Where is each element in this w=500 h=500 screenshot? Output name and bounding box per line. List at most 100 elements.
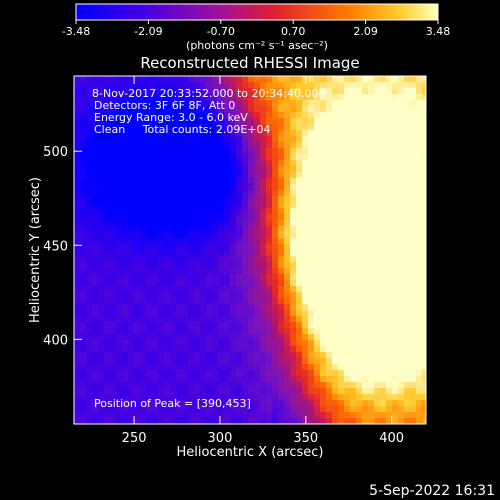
heatmap-cell bbox=[338, 154, 345, 161]
heatmap-cell bbox=[236, 118, 243, 125]
heatmap-cell bbox=[176, 190, 183, 197]
heatmap-cell bbox=[92, 220, 99, 227]
heatmap-cell bbox=[122, 286, 129, 293]
heatmap-cell bbox=[326, 166, 333, 173]
heatmap-cell bbox=[260, 124, 267, 131]
heatmap-cell bbox=[152, 382, 159, 389]
heatmap-cell bbox=[92, 334, 99, 341]
heatmap-cell bbox=[98, 100, 105, 107]
heatmap-cell bbox=[140, 346, 147, 353]
heatmap-cell bbox=[146, 358, 153, 365]
heatmap-cell bbox=[386, 412, 393, 419]
heatmap-cell bbox=[386, 418, 393, 424]
heatmap-cell bbox=[242, 130, 249, 137]
heatmap-cell bbox=[74, 298, 81, 305]
heatmap-cell bbox=[320, 196, 327, 203]
heatmap-cell bbox=[98, 184, 105, 191]
heatmap-cell bbox=[266, 160, 273, 167]
heatmap-cell bbox=[200, 364, 207, 371]
heatmap-cell bbox=[254, 250, 261, 257]
heatmap-cell bbox=[260, 94, 267, 101]
heatmap-cell bbox=[146, 310, 153, 317]
heatmap-cell bbox=[356, 154, 363, 161]
heatmap-cell bbox=[182, 88, 189, 95]
heatmap-cell bbox=[416, 352, 423, 359]
heatmap-cell bbox=[326, 412, 333, 419]
heatmap-cell bbox=[218, 166, 225, 173]
heatmap-cell bbox=[338, 280, 345, 287]
heatmap-cell bbox=[236, 214, 243, 221]
heatmap-cell bbox=[368, 232, 375, 239]
heatmap-cell bbox=[422, 334, 426, 341]
heatmap-cell bbox=[110, 118, 117, 125]
heatmap-cell bbox=[302, 322, 309, 329]
heatmap-cell bbox=[368, 214, 375, 221]
heatmap-cell bbox=[356, 106, 363, 113]
heatmap-cell bbox=[122, 172, 129, 179]
heatmap-cell bbox=[134, 130, 141, 137]
heatmap-cell bbox=[110, 250, 117, 257]
heatmap-cell bbox=[410, 412, 417, 419]
heatmap-cell bbox=[362, 154, 369, 161]
heatmap-cell bbox=[110, 316, 117, 323]
heatmap-cell bbox=[152, 172, 159, 179]
heatmap-cell bbox=[320, 226, 327, 233]
heatmap-cell bbox=[104, 226, 111, 233]
heatmap-cell bbox=[200, 388, 207, 395]
heatmap-cell bbox=[86, 112, 93, 119]
heatmap-cell bbox=[164, 388, 171, 395]
heatmap-cell bbox=[158, 298, 165, 305]
heatmap-cell bbox=[416, 268, 423, 275]
heatmap-cell bbox=[344, 370, 351, 377]
heatmap-cell bbox=[134, 274, 141, 281]
heatmap-cell bbox=[398, 370, 405, 377]
heatmap-cell bbox=[242, 136, 249, 143]
heatmap-cell bbox=[290, 394, 297, 401]
heatmap-cell bbox=[296, 418, 303, 424]
heatmap-cell bbox=[398, 388, 405, 395]
heatmap-cell bbox=[422, 292, 426, 299]
heatmap-cell bbox=[284, 346, 291, 353]
heatmap-cell bbox=[410, 124, 417, 131]
heatmap-cell bbox=[110, 268, 117, 275]
heatmap-cell bbox=[278, 106, 285, 113]
heatmap-cell bbox=[290, 238, 297, 245]
heatmap-cell bbox=[248, 412, 255, 419]
heatmap-cell bbox=[230, 136, 237, 143]
heatmap-cell bbox=[290, 130, 297, 137]
heatmap-cell bbox=[98, 226, 105, 233]
heatmap-cell bbox=[278, 418, 285, 424]
heatmap-cell bbox=[422, 262, 426, 269]
heatmap-cell bbox=[326, 358, 333, 365]
heatmap-cell bbox=[260, 160, 267, 167]
heatmap-cell bbox=[392, 292, 399, 299]
heatmap-cell bbox=[206, 400, 213, 407]
heatmap-cell bbox=[356, 100, 363, 107]
heatmap-cell bbox=[134, 244, 141, 251]
heatmap-cell bbox=[170, 136, 177, 143]
heatmap-cell bbox=[410, 280, 417, 287]
heatmap-cell bbox=[356, 112, 363, 119]
heatmap-cell bbox=[128, 172, 135, 179]
heatmap-cell bbox=[398, 202, 405, 209]
heatmap-cell bbox=[302, 346, 309, 353]
heatmap-cell bbox=[296, 112, 303, 119]
heatmap-cell bbox=[134, 280, 141, 287]
heatmap-cell bbox=[350, 304, 357, 311]
heatmap-cell bbox=[338, 322, 345, 329]
heatmap-cell bbox=[194, 166, 201, 173]
heatmap-cell bbox=[296, 190, 303, 197]
heatmap-cell bbox=[218, 406, 225, 413]
heatmap-cell bbox=[386, 376, 393, 383]
heatmap-cell bbox=[224, 364, 231, 371]
heatmap-cell bbox=[308, 202, 315, 209]
heatmap-cell bbox=[266, 256, 273, 263]
heatmap-cell bbox=[254, 148, 261, 155]
heatmap-cell bbox=[410, 286, 417, 293]
heatmap-cell bbox=[104, 154, 111, 161]
heatmap-cell bbox=[410, 112, 417, 119]
heatmap-cell bbox=[332, 286, 339, 293]
heatmap-cell bbox=[98, 178, 105, 185]
heatmap-cell bbox=[350, 382, 357, 389]
heatmap-cell bbox=[194, 76, 201, 83]
